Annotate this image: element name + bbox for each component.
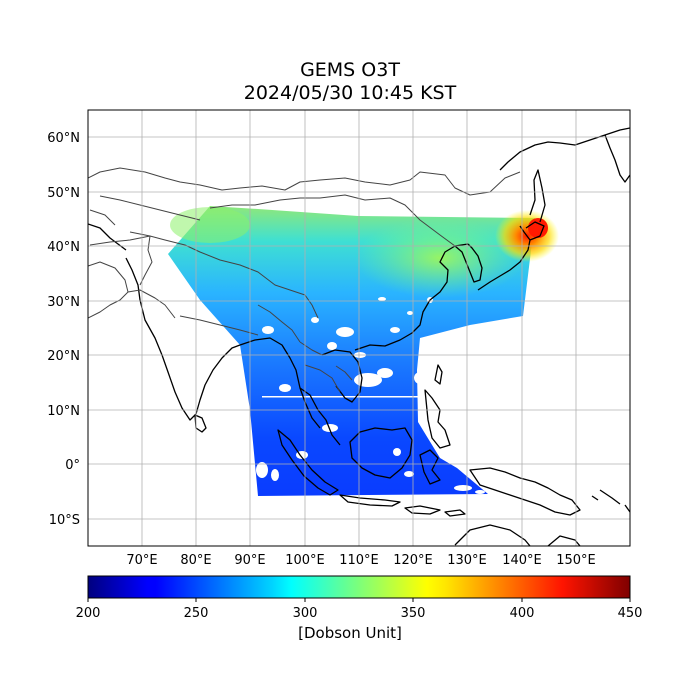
lat-tick-label: 50°N <box>47 186 80 201</box>
lon-tick-label: 120°E <box>393 553 433 568</box>
lat-tick-label: 0° <box>65 458 80 473</box>
lat-tick-label: 30°N <box>47 295 80 310</box>
lon-tick-label: 110°E <box>339 553 379 568</box>
colorbar-tick-label: 350 <box>401 606 426 621</box>
colorbar-tick-label: 450 <box>618 606 643 621</box>
colorbar-tick-label: 300 <box>293 606 318 621</box>
lon-tick-label: 90°E <box>234 553 265 568</box>
lat-tick-label: 60°N <box>47 131 80 146</box>
lon-tick-label: 140°E <box>502 553 542 568</box>
longitude-tick-labels: 70°E 80°E 90°E 100°E 110°E 120°E 130°E 1… <box>126 553 595 568</box>
map-axes-frame <box>87 109 631 547</box>
lat-tick-label: 40°N <box>47 240 80 255</box>
lon-tick-label: 70°E <box>126 553 157 568</box>
colorbar-tick-label: 400 <box>510 606 535 621</box>
colorbar-tick-label: 200 <box>76 606 101 621</box>
map-gridlines <box>88 110 630 546</box>
lat-tick-label: 20°N <box>47 349 80 364</box>
map-subtitle-datetime: 2024/05/30 10:45 KST <box>243 82 457 104</box>
lat-tick-label: 10°S <box>49 513 80 528</box>
colorbar-gradient <box>87 575 631 599</box>
colorbar-ticks <box>87 598 631 602</box>
lon-tick-label: 130°E <box>447 553 487 568</box>
latitude-tick-labels: 60°N 50°N 40°N 30°N 20°N 10°N 0° 10°S <box>47 131 80 528</box>
coastlines <box>88 127 630 546</box>
lon-tick-label: 100°E <box>285 553 325 568</box>
lon-tick-label: 80°E <box>180 553 211 568</box>
colorbar: 200 250 300 350 400 450 <box>76 575 643 621</box>
map-title: GEMS O3T <box>300 59 400 81</box>
colorbar-unit-label: [Dobson Unit] <box>298 624 402 642</box>
lat-tick-label: 10°N <box>47 404 80 419</box>
lon-tick-label: 150°E <box>556 553 596 568</box>
colorbar-tick-label: 250 <box>184 606 209 621</box>
